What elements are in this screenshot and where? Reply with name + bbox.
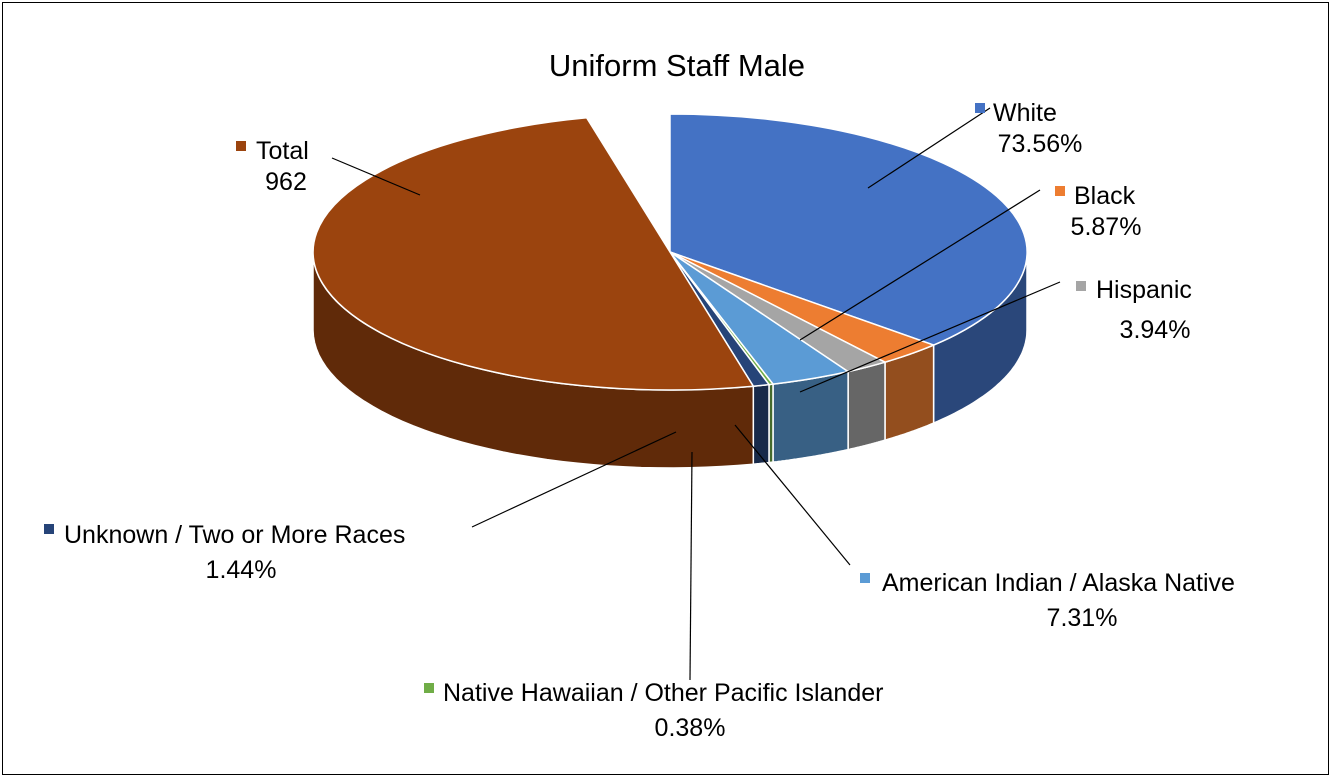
leader-line-hispanic <box>799 281 1061 393</box>
label-value-unknown-two-or-more-races: 1.44% <box>206 556 277 584</box>
label-swatch-hispanic <box>1076 281 1086 291</box>
label-value-white: 73.56% <box>998 130 1083 158</box>
leader-lines <box>331 107 1061 681</box>
label-value-black: 5.87% <box>1071 213 1142 241</box>
leader-line-native-hawaiian-other-pacific-islander <box>689 451 693 681</box>
pie-side-hispanic <box>847 361 886 451</box>
pie-tops <box>312 113 1028 391</box>
leader-line-total <box>331 157 421 196</box>
label-name-total: Total <box>256 137 309 165</box>
leader-line-american-indian-alaska-native <box>734 424 851 566</box>
label-name-unknown-two-or-more-races: Unknown / Two or More Races <box>64 521 405 549</box>
label-swatch-unknown-two-or-more-races <box>44 524 54 534</box>
label-name-hispanic: Hispanic <box>1096 276 1192 304</box>
chart-title: Uniform Staff Male <box>549 48 805 83</box>
label-swatch-black <box>1055 186 1065 196</box>
label-swatch-white <box>975 103 985 113</box>
leader-line-white <box>867 107 991 189</box>
label-value-american-indian-alaska-native: 7.31% <box>1047 604 1118 632</box>
leader-line-black <box>799 189 1041 341</box>
pie-slice-total <box>312 117 755 391</box>
label-swatch-total <box>236 141 246 151</box>
label-value-hispanic: 3.94% <box>1120 316 1191 344</box>
label-value-native-hawaiian-other-pacific-islander: 0.38% <box>655 714 726 742</box>
data-labels: White 73.56% Black 5.87% Hispanic 3.94% Americ… <box>44 99 1235 742</box>
label-name-white: White <box>993 99 1057 127</box>
pie-side-american-indian-alaska-native <box>772 370 849 463</box>
pie-side-unknown-two-or-more-races <box>752 383 770 465</box>
label-name-black: Black <box>1074 182 1136 210</box>
label-swatch-american-indian-alaska-native <box>860 573 870 583</box>
label-value-total: 962 <box>265 168 307 196</box>
label-name-american-indian-alaska-native: American Indian / Alaska Native <box>882 569 1235 597</box>
label-swatch-native-hawaiian-other-pacific-islander <box>424 683 434 693</box>
leader-line-unknown-two-or-more-races <box>471 431 677 528</box>
label-name-native-hawaiian-other-pacific-islander: Native Hawaiian / Other Pacific Islander <box>443 679 883 707</box>
pie-slice-white <box>669 113 1028 346</box>
